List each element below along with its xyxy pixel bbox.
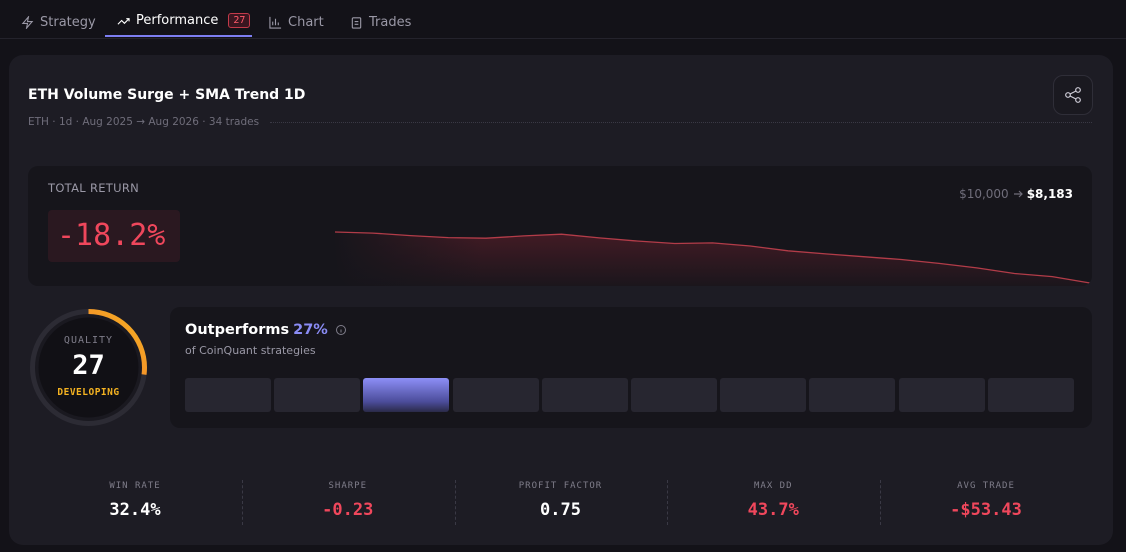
return-value: -18.2% — [48, 210, 180, 262]
active-tab-indicator — [105, 35, 252, 37]
tab[interactable]: Trades — [350, 13, 411, 31]
end-balance: $8,183 — [1026, 187, 1073, 201]
share-icon — [1065, 87, 1081, 103]
start-balance: $10,000 — [959, 187, 1009, 201]
divider — [880, 480, 881, 525]
quality-rating: DEVELOPING — [57, 387, 120, 398]
quality-gauge — [30, 309, 147, 426]
icon — [21, 15, 34, 29]
gauge-arc — [30, 309, 147, 426]
gauge-center — [38, 317, 139, 418]
balance: $10,000 $8,183 — [959, 187, 1073, 201]
quality-label: QUALITY — [63, 335, 114, 346]
percentile-segment — [987, 378, 1074, 412]
percentile-segment — [898, 378, 985, 412]
stat-label: WIN RATE — [109, 481, 161, 491]
fade — [333, 166, 833, 286]
tab[interactable]: Strategy — [21, 13, 96, 31]
equity-line — [334, 231, 1091, 284]
percentile-segment — [274, 378, 361, 412]
arrow-icon — [1013, 190, 1023, 198]
divider — [241, 480, 243, 525]
stat-value: -0.23 — [322, 500, 374, 520]
return-label: TOTAL RETURN — [48, 181, 140, 195]
separator — [270, 122, 1092, 123]
percentile-segment — [720, 378, 807, 412]
strategy-subtitle: ETH · 1d · Aug 2025 → Aug 2026 · 34 trad… — [28, 116, 260, 128]
icon — [351, 16, 362, 29]
icon — [269, 16, 282, 29]
stat-value: 43.7% — [747, 500, 799, 520]
outperform-title: Outperforms 27% — [185, 322, 347, 338]
percentile-segment — [185, 378, 271, 412]
tab-label: Performance — [136, 12, 219, 28]
equity-chart — [333, 166, 1091, 286]
tab-label: Chart — [288, 14, 324, 30]
stat-value: 0.75 — [540, 500, 581, 520]
tab-label: Strategy — [40, 14, 96, 30]
share-button[interactable] — [1053, 75, 1093, 115]
tab-label: Trades — [369, 14, 412, 30]
badge: 27 — [228, 12, 251, 28]
return-panel — [28, 166, 1092, 286]
divider — [667, 480, 669, 525]
outperform-label: Outperforms — [185, 322, 290, 338]
card — [9, 55, 1113, 545]
stat-value: -$53.43 — [950, 500, 1022, 520]
icon — [117, 17, 130, 25]
percentile-segment — [452, 378, 539, 412]
tab[interactable]: Chart — [269, 13, 324, 31]
quality-score: 27 — [72, 350, 105, 381]
stat-label: MAX DD — [753, 481, 793, 491]
stat-label: PROFIT FACTOR — [518, 481, 603, 491]
stat-value: 32.4% — [109, 500, 161, 520]
percentile: 27% — [293, 322, 328, 338]
stat-label: SHARPE — [328, 481, 367, 491]
divider — [454, 480, 456, 525]
percentile-segment — [541, 378, 628, 412]
info-icon[interactable] — [335, 324, 347, 336]
percentile-segment — [363, 378, 450, 412]
outperform-subtitle: of CoinQuant strategies — [185, 344, 316, 357]
percentile-segment — [631, 378, 717, 412]
percentile-segment — [809, 378, 896, 412]
nav-border — [0, 38, 1126, 39]
strategy-title: ETH Volume Surge + SMA Trend 1D — [28, 87, 306, 103]
tab[interactable]: Performance 27 — [117, 11, 251, 29]
stat-label: AVG TRADE — [957, 481, 1015, 491]
